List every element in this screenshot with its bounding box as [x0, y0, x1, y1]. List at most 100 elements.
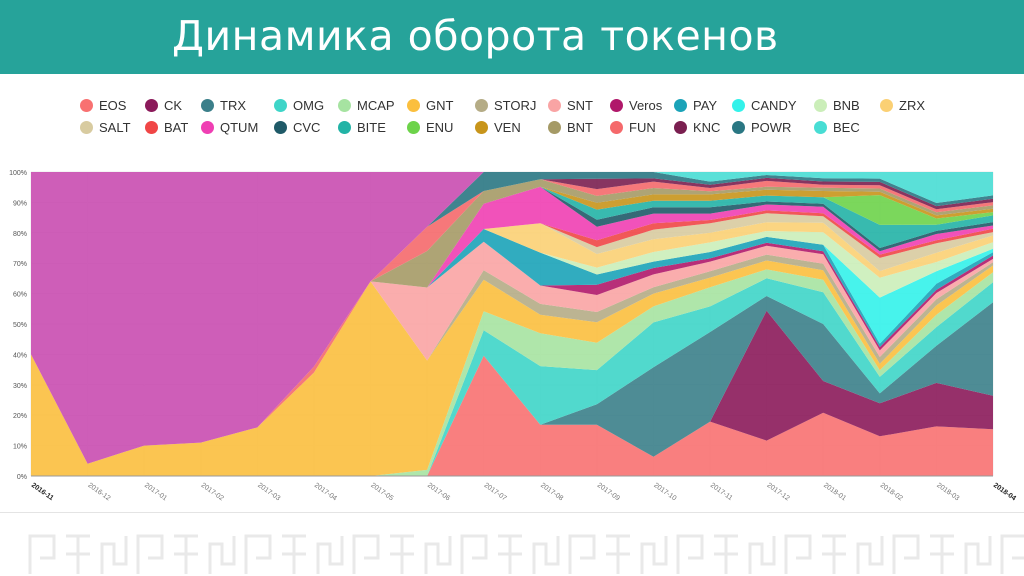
legend-item-storj[interactable]: STORJ [475, 96, 536, 114]
pattern-glyph [100, 536, 128, 574]
legend-item-knc[interactable]: KNC [674, 118, 720, 136]
legend-label: SNT [567, 97, 593, 113]
y-tick-label: 50% [13, 322, 27, 329]
pattern-glyph [822, 534, 846, 574]
legend-swatch [475, 120, 488, 134]
legend-swatch [80, 98, 93, 112]
legend-item-salt[interactable]: SALT [80, 118, 131, 136]
legend-item-trx[interactable]: TRX [201, 96, 246, 114]
legend-swatch [610, 120, 623, 134]
pattern-glyph [498, 534, 522, 574]
legend-label: CANDY [751, 97, 797, 113]
x-tick-label: 2018-02 [879, 482, 904, 503]
legend-item-bite[interactable]: BITE [338, 118, 386, 136]
legend-item-candy[interactable]: CANDY [732, 96, 797, 114]
decorative-pattern [28, 534, 1024, 574]
legend-swatch [674, 98, 687, 112]
x-tick-label: 2017-06 [426, 482, 451, 503]
legend-item-ck[interactable]: CK [145, 96, 182, 114]
legend-item-zrx[interactable]: ZRX [880, 96, 925, 114]
x-tick-label: 2017-09 [596, 482, 621, 503]
legend-swatch [274, 120, 287, 134]
legend-label: BNB [833, 97, 860, 113]
legend-label: CK [164, 97, 183, 113]
legend-label: STORJ [494, 97, 537, 113]
legend-item-gnt[interactable]: GNT [407, 96, 453, 114]
x-tick-label: 2017-01 [143, 482, 168, 503]
y-tick-label: 10% [13, 444, 27, 451]
legend-label: BAT [164, 119, 189, 135]
legend-item-qtum[interactable]: QTUM [201, 118, 258, 136]
pattern-glyph [244, 534, 272, 574]
pattern-glyph [784, 534, 812, 574]
area-series-enu [31, 186, 993, 464]
area-series-ck2 [31, 172, 993, 464]
legend-item-ven[interactable]: VEN [475, 118, 521, 136]
legend-label: FUN [629, 119, 656, 135]
legend-swatch [475, 98, 488, 112]
chart-card-top [62, 74, 934, 80]
pattern-glyph [676, 534, 704, 574]
pattern-glyph [316, 536, 344, 574]
legend-swatch [145, 120, 158, 134]
pattern-glyph [930, 534, 954, 574]
stacked-area-chart: 0% 10% 20% 30% 40% 50% 60% 70% 80% 90% 100% 2016-11… [9, 170, 1017, 503]
area-series-gnt [31, 260, 993, 476]
legend-item-eos[interactable]: EOS [80, 96, 126, 114]
x-tick-label: 2017-07 [483, 482, 508, 503]
legend-label: VEN [494, 119, 521, 135]
legend-swatch [274, 98, 287, 112]
legend-swatch [201, 120, 214, 134]
legend-item-bnt[interactable]: BNT [548, 118, 593, 136]
legend-label: ENU [426, 119, 454, 135]
legend-swatch [338, 120, 351, 134]
x-tick-label: 2017-10 [652, 482, 677, 503]
legend-item-powr[interactable]: POWR [732, 118, 791, 136]
x-tick-label: 2017-04 [313, 482, 338, 503]
pattern-glyph [606, 534, 630, 574]
legend-item-fun[interactable]: FUN [610, 118, 656, 136]
legend-label: GNT [426, 97, 454, 113]
legend-item-bnb[interactable]: BNB [814, 96, 860, 114]
area-series-ck [31, 310, 993, 476]
legend-label: SALT [99, 119, 131, 135]
x-tick-label: 2016-12 [86, 482, 111, 503]
legend-item-bec[interactable]: BEC [814, 118, 860, 136]
area-series-storj [31, 254, 993, 464]
legend-item-snt[interactable]: SNT [548, 96, 593, 114]
pattern-glyph [282, 534, 306, 574]
legend-swatch [80, 120, 93, 134]
pattern-glyph [424, 536, 452, 574]
pattern-glyph [136, 534, 164, 574]
pattern-glyph [640, 536, 668, 574]
legend-swatch [814, 98, 827, 112]
legend-label: TRX [220, 97, 246, 113]
legend-label: ZRX [899, 97, 925, 113]
legend-item-veros[interactable]: Veros [610, 96, 662, 114]
legend-item-pay[interactable]: PAY [674, 96, 717, 114]
legend-label: CVC [293, 119, 321, 135]
legend-item-enu[interactable]: ENU [407, 118, 453, 136]
y-tick-label: 60% [13, 292, 27, 299]
x-tick-label: 2017-08 [539, 482, 564, 503]
pattern-glyph [208, 536, 236, 574]
pattern-glyph [390, 534, 414, 574]
legend-item-cvc[interactable]: CVC [274, 118, 320, 136]
x-tick-label: 2017-11 [709, 482, 734, 502]
legend-swatch [548, 98, 561, 112]
y-tick-label: 70% [13, 261, 27, 268]
x-tick-label: 2018-03 [935, 482, 960, 503]
legend-swatch [548, 120, 561, 134]
x-tick-label: 2017-02 [200, 482, 225, 503]
legend-item-mcap[interactable]: MCAP [338, 96, 395, 114]
legend-label: EOS [99, 97, 127, 113]
pattern-glyph [748, 536, 776, 574]
legend-item-omg[interactable]: OMG [274, 96, 324, 114]
legend-swatch [880, 98, 893, 112]
legend-item-bat[interactable]: BAT [145, 118, 188, 136]
legend-swatch [814, 120, 827, 134]
title-bar: Динамика оборота токенов [0, 0, 1024, 74]
pattern-glyph [460, 534, 488, 574]
pattern-glyph [1000, 534, 1024, 574]
y-tick-label: 0% [17, 474, 27, 481]
